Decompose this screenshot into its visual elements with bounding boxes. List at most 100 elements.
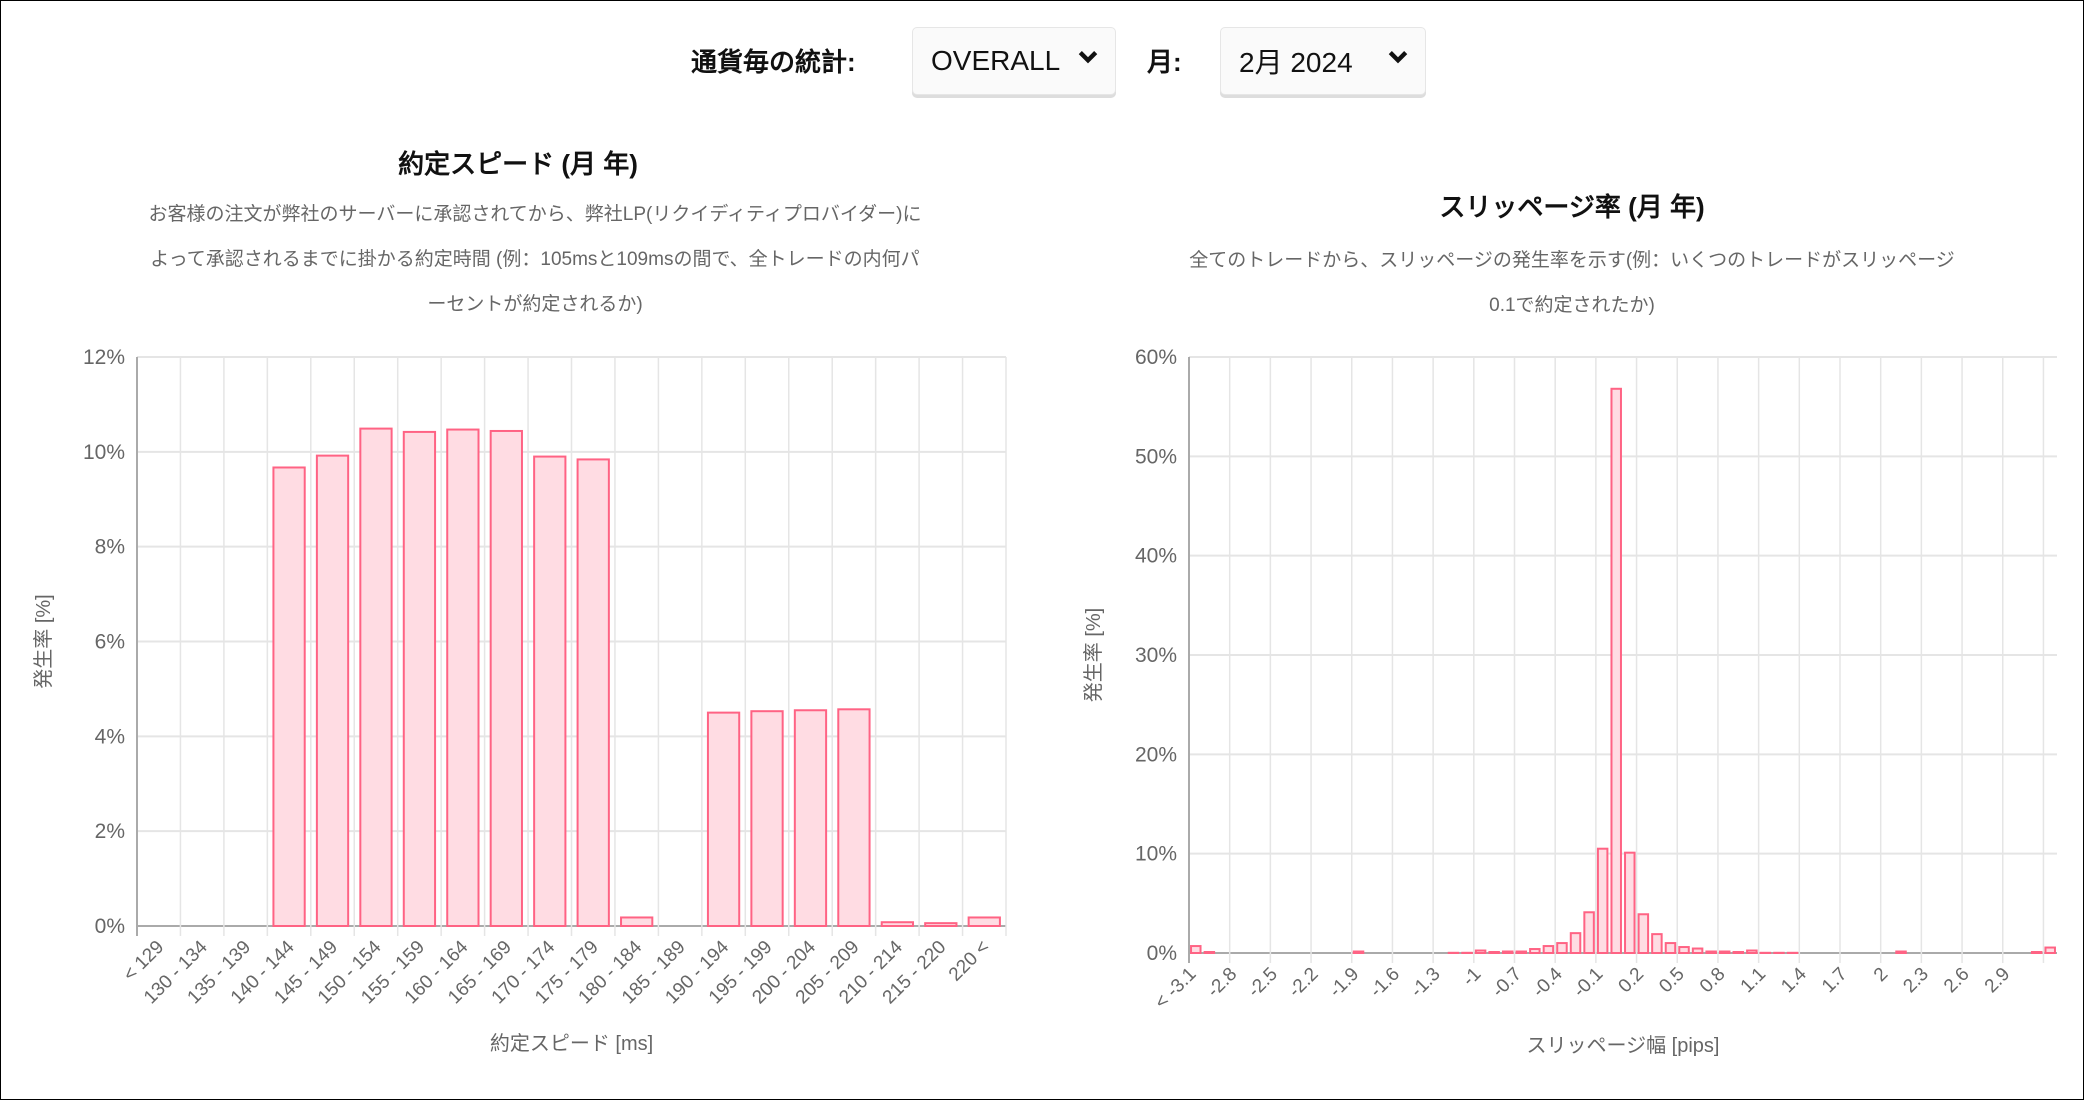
chevron-down-icon [1078,51,1098,64]
x-tick-label: 2.9 [1981,964,2015,998]
y-tick-label: 60% [1135,346,1177,369]
bar [1705,950,1717,955]
x-tick-label: -2.8 [1203,964,1241,1002]
description-line: 全てのトレードから、スリッページの発生率を示す(例：いくつのトレードがスリッペー… [1189,250,1955,271]
bar [2044,946,2056,955]
bar [315,454,350,927]
x-tick-label: -1.3 [1407,964,1445,1002]
y-tick-label: 4% [95,725,125,748]
bar [1515,950,1528,955]
bar [1624,851,1636,955]
x-tick-label: 2 [1870,964,1892,986]
bar [1529,948,1541,955]
bar [1488,951,1500,954]
slippage-description: 全てのトレードから、スリッページの発生率を示す(例：いくつのトレードがスリッペー… [1122,238,2022,328]
slippage-title: スリッページ率 (月 年) [1439,192,1705,222]
bar [359,427,393,927]
bar [1718,950,1731,955]
bar [576,458,610,927]
month-label: 月: [1147,47,1182,77]
description-line: 0.1で約定されたか) [1489,295,1655,316]
y-tick-label: 20% [1135,743,1177,766]
x-tick-label: -1.6 [1366,964,1404,1002]
bar [1474,949,1487,954]
x-tick-label: 0.5 [1655,964,1689,998]
x-tick-label: -1.9 [1325,964,1363,1002]
currency-dropdown-value: OVERALL [931,45,1061,76]
execution-speed-title: 約定スピード (月 年) [398,149,638,179]
bar [1746,949,1758,954]
y-tick-label: 50% [1135,445,1177,468]
bar [837,708,871,928]
x-tick-label: -0.1 [1569,964,1607,1002]
description-line: よって承認されるまでに掛かる約定時間 (例：105msと109msの間で、全トレ… [150,249,920,270]
currency-dropdown[interactable]: OVERALL [912,27,1116,95]
x-tick-label: 1.4 [1777,963,1811,997]
x-tick-label: -0.4 [1529,963,1567,1001]
y-tick-label: 2% [95,820,125,843]
y-tick-label: 0% [1147,942,1177,965]
bar [706,711,741,927]
bar [2030,951,2043,954]
bar [533,455,567,927]
x-tick-label: -1 [1459,964,1486,991]
bar [1664,942,1677,954]
bar [1556,942,1568,954]
x-tick-label: 2.6 [1940,964,1974,998]
execution-speed-description: お客様の注文が弊社のサーバーに承認されてから、弊社LP(リクイディティプロバイダ… [85,192,985,327]
chevron-down-icon [1388,51,1408,64]
bar [880,921,915,927]
bar [1691,947,1704,955]
x-tick-label: 2.3 [1899,964,1933,998]
bar [967,916,1001,928]
x-tick-label: 1.1 [1737,964,1771,998]
bar [446,428,480,927]
x-tick-label: 0.8 [1696,964,1730,998]
bar [1610,387,1622,954]
bar [402,430,437,927]
bar [1651,933,1663,954]
bar [924,922,958,928]
x-tick-label: -0.7 [1488,964,1526,1002]
description-line: お客様の注文が弊社のサーバーに承認されてから、弊社LP(リクイディティプロバイダ… [148,204,922,225]
y-tick-label: 8% [95,536,125,559]
bar [1542,945,1555,955]
y-axis-title: 発生率 [%] [1082,608,1105,702]
y-tick-label: 10% [1135,843,1177,866]
bar [620,916,654,928]
y-tick-label: 10% [83,441,125,464]
description-line: ーセントが約定されるか) [427,294,643,315]
bar [1678,946,1690,954]
bar [1352,950,1365,955]
y-tick-label: 12% [83,346,125,369]
currency-stats-label: 通貨毎の統計: [691,47,856,77]
bar [1569,932,1582,955]
x-axis-title: 約定スピード [ms] [490,1032,653,1055]
x-tick-label: 1.7 [1818,964,1852,998]
bar [750,710,784,928]
bar [793,709,828,927]
bar [272,466,306,927]
bar [1895,950,1907,955]
bar [1190,945,1202,955]
bar [1637,913,1650,955]
y-tick-label: 6% [95,631,125,654]
x-tick-label: 0.2 [1615,964,1649,998]
x-tick-label: < -3.1 [1151,964,1201,1014]
month-dropdown[interactable]: 2月 2024 [1220,27,1426,95]
month-dropdown-value: 2月 2024 [1239,47,1353,78]
bar [1501,950,1514,955]
bar [1203,951,1216,954]
y-tick-label: 30% [1135,644,1177,667]
y-tick-label: 40% [1135,545,1177,568]
x-axis-title: スリッページ幅 [pips] [1527,1034,1720,1057]
bar [1732,951,1745,954]
x-tick-label: -2.5 [1244,964,1282,1002]
y-axis-title: 発生率 [%] [32,594,55,688]
bar [1596,847,1609,955]
x-tick-label: -2.2 [1285,964,1323,1002]
bar [489,429,523,927]
y-tick-label: 0% [95,915,125,938]
